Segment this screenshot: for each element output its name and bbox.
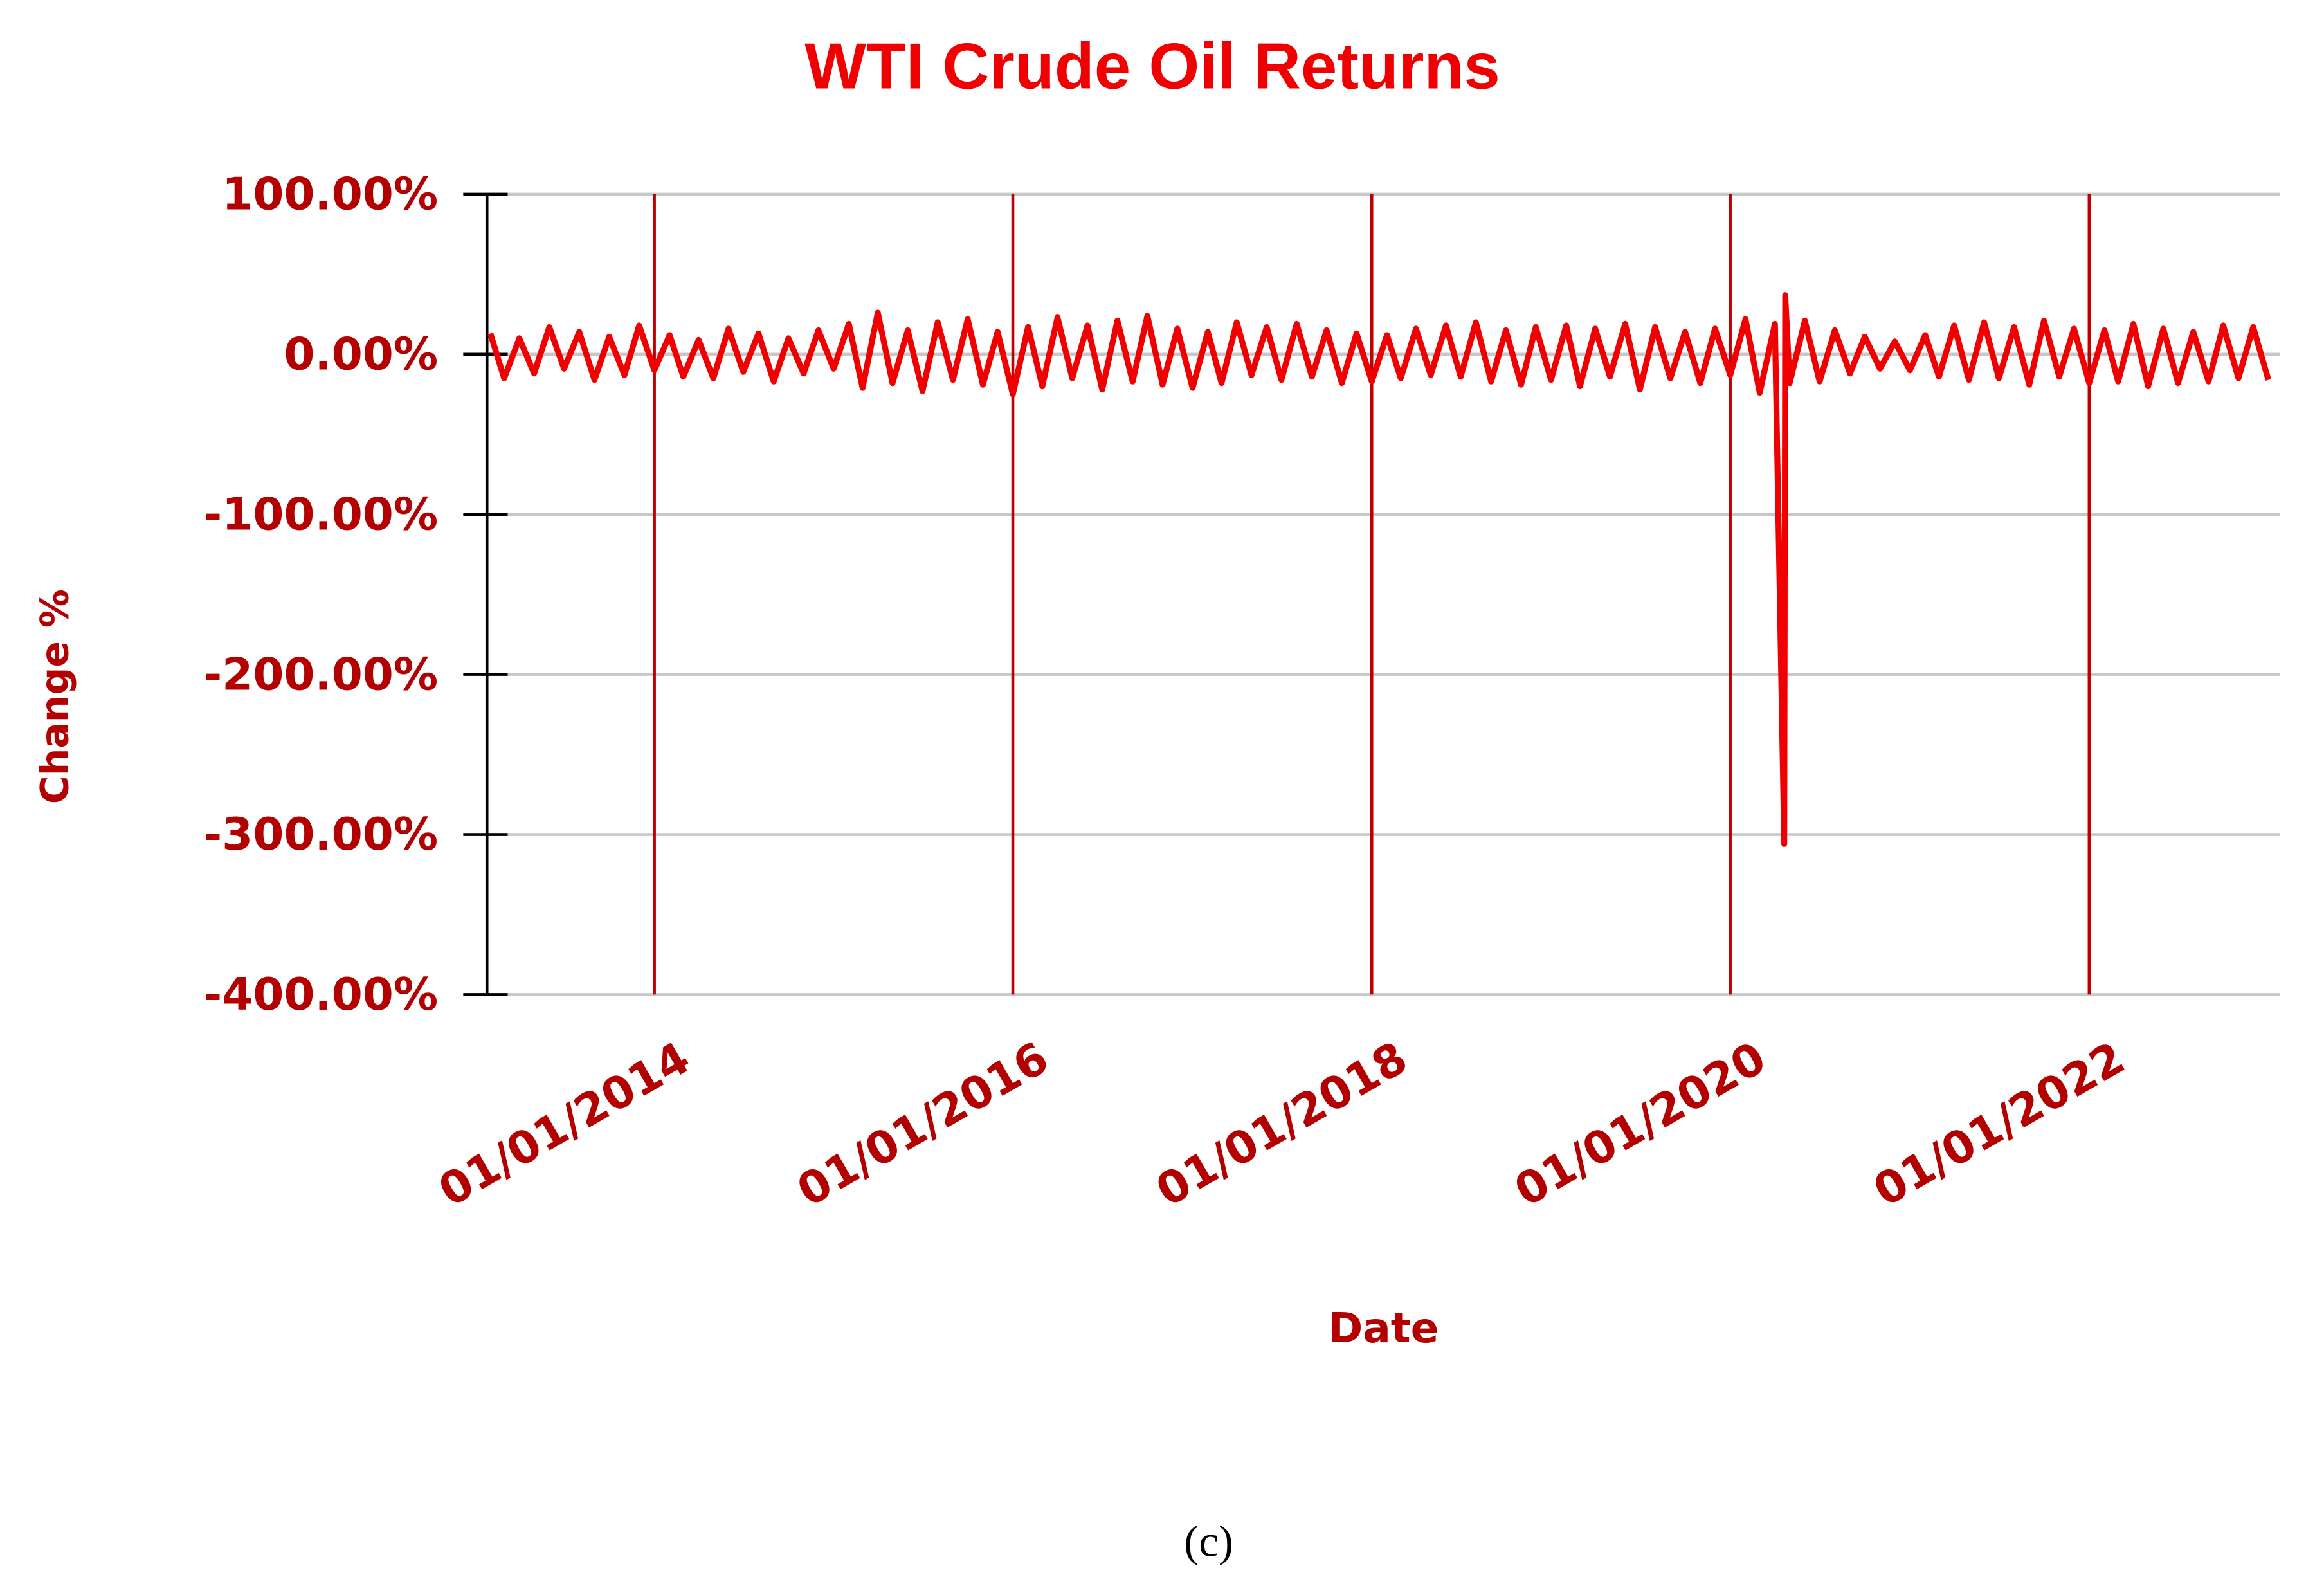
chart-title: WTI Crude Oil Returns — [804, 30, 1500, 102]
x-tick-label: 01/01/2016 — [789, 1032, 1057, 1217]
y-tick-label: 100.00% — [222, 169, 438, 221]
x-tick-label: 01/01/2018 — [1148, 1032, 1416, 1217]
line-series — [487, 292, 2271, 848]
x-tick-label: 01/01/2020 — [1506, 1032, 1774, 1217]
caption: (c) — [1184, 1517, 1233, 1566]
y-tick-label: -200.00% — [203, 649, 438, 700]
y-tick-label: -100.00% — [203, 489, 438, 540]
x-axis-title: Date — [1329, 1304, 1439, 1353]
y-tick-label: -300.00% — [203, 809, 438, 861]
y-tick-label: 0.00% — [284, 329, 438, 380]
y-tick-label: -400.00% — [203, 969, 438, 1021]
y-axis-title: Change % — [32, 589, 77, 804]
x-tick-label: 01/01/2022 — [1866, 1032, 2134, 1217]
x-tick-label: 01/01/2014 — [430, 1032, 698, 1217]
